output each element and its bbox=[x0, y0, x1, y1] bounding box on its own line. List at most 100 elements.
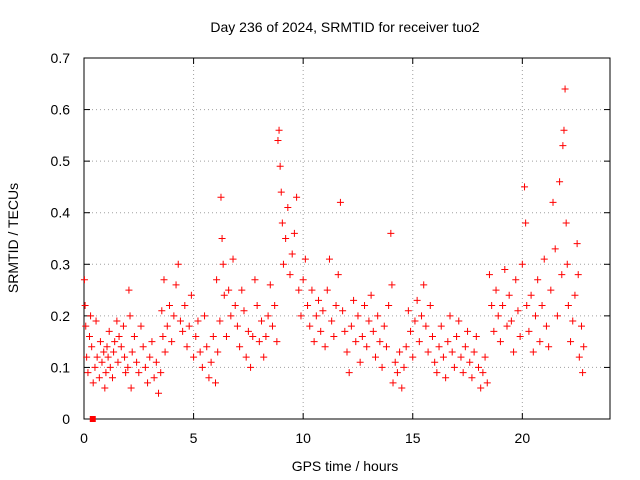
data-point bbox=[301, 255, 309, 263]
data-point bbox=[95, 374, 103, 382]
data-point bbox=[470, 348, 478, 356]
data-point bbox=[426, 302, 434, 310]
data-point bbox=[279, 260, 287, 268]
data-point bbox=[387, 229, 395, 237]
data-point bbox=[190, 353, 198, 361]
data-point bbox=[450, 363, 458, 371]
data-point bbox=[236, 343, 244, 351]
data-point bbox=[453, 332, 461, 340]
y-tick-labels: 0 0.1 0.2 0.3 0.4 0.5 0.6 0.7 bbox=[51, 50, 71, 427]
data-point bbox=[523, 302, 531, 310]
data-point bbox=[128, 348, 136, 356]
chart-title: Day 236 of 2024, SRMTID for receiver tuo… bbox=[210, 19, 479, 35]
data-point bbox=[172, 281, 180, 289]
data-point bbox=[290, 229, 298, 237]
y-tick-label: 0.3 bbox=[51, 256, 71, 272]
x-tick-label: 0 bbox=[80, 430, 88, 446]
data-point bbox=[534, 276, 542, 284]
data-point bbox=[192, 332, 200, 340]
data-point bbox=[231, 302, 239, 310]
data-point bbox=[158, 307, 166, 315]
data-point bbox=[479, 369, 487, 377]
data-point bbox=[87, 312, 95, 320]
data-point bbox=[181, 302, 189, 310]
data-point bbox=[213, 276, 221, 284]
data-point bbox=[407, 327, 415, 335]
data-point bbox=[431, 358, 439, 366]
data-point bbox=[266, 281, 274, 289]
data-point bbox=[240, 307, 248, 315]
y-tick-label: 0.4 bbox=[51, 205, 71, 221]
data-point bbox=[496, 338, 504, 346]
data-point bbox=[102, 369, 110, 377]
data-point bbox=[225, 286, 233, 294]
data-point bbox=[282, 235, 290, 242]
data-point bbox=[229, 255, 237, 263]
data-point bbox=[89, 379, 97, 387]
data-point bbox=[575, 353, 583, 361]
data-point bbox=[293, 193, 301, 201]
data-point bbox=[400, 363, 408, 371]
data-point bbox=[160, 276, 168, 284]
data-point bbox=[529, 348, 537, 356]
data-point bbox=[330, 332, 338, 340]
data-point bbox=[308, 286, 316, 294]
data-point bbox=[424, 348, 432, 356]
data-point bbox=[553, 312, 561, 320]
data-point bbox=[255, 338, 263, 346]
data-point bbox=[275, 126, 283, 134]
data-point bbox=[356, 358, 364, 366]
axis-ticks bbox=[83, 57, 610, 420]
data-point bbox=[125, 286, 133, 294]
data-point bbox=[253, 302, 261, 310]
data-point bbox=[260, 353, 268, 361]
data-point bbox=[332, 302, 340, 310]
data-point bbox=[161, 348, 169, 356]
data-point bbox=[209, 332, 217, 340]
data-point bbox=[141, 363, 149, 371]
data-point bbox=[371, 353, 379, 361]
data-point bbox=[183, 343, 191, 351]
data-point bbox=[358, 332, 366, 340]
data-point bbox=[490, 327, 498, 335]
data-point bbox=[82, 322, 90, 330]
data-point bbox=[88, 343, 96, 351]
data-point bbox=[428, 332, 436, 340]
data-point bbox=[420, 281, 428, 289]
data-point bbox=[101, 384, 109, 392]
data-point bbox=[525, 327, 533, 335]
data-point bbox=[262, 332, 270, 340]
data-point bbox=[396, 348, 404, 356]
data-point bbox=[194, 317, 202, 325]
data-point bbox=[374, 312, 382, 320]
data-point bbox=[325, 255, 333, 263]
data-point bbox=[187, 291, 195, 299]
data-point bbox=[388, 281, 396, 289]
data-point bbox=[114, 358, 122, 366]
y-tick-label: 0 bbox=[62, 411, 70, 427]
data-point bbox=[304, 302, 312, 310]
data-point bbox=[288, 250, 296, 258]
x-tick-labels: 0 5 10 15 20 bbox=[80, 430, 530, 446]
data-points bbox=[80, 85, 588, 422]
data-point bbox=[247, 363, 255, 371]
data-point bbox=[268, 322, 276, 330]
data-point bbox=[433, 369, 441, 377]
data-point bbox=[488, 302, 496, 310]
data-point bbox=[92, 317, 100, 325]
data-point bbox=[527, 291, 535, 299]
data-point bbox=[483, 379, 491, 387]
data-point bbox=[522, 219, 530, 227]
data-point bbox=[393, 369, 401, 377]
data-point bbox=[297, 312, 305, 320]
data-point bbox=[163, 322, 171, 330]
data-point bbox=[345, 369, 353, 377]
data-point bbox=[198, 363, 206, 371]
data-point bbox=[117, 343, 125, 351]
data-point bbox=[499, 302, 507, 310]
y-tick-label: 0.5 bbox=[51, 153, 71, 169]
data-point bbox=[81, 302, 89, 310]
data-point bbox=[402, 343, 410, 351]
data-point bbox=[124, 363, 132, 371]
data-point bbox=[380, 322, 388, 330]
